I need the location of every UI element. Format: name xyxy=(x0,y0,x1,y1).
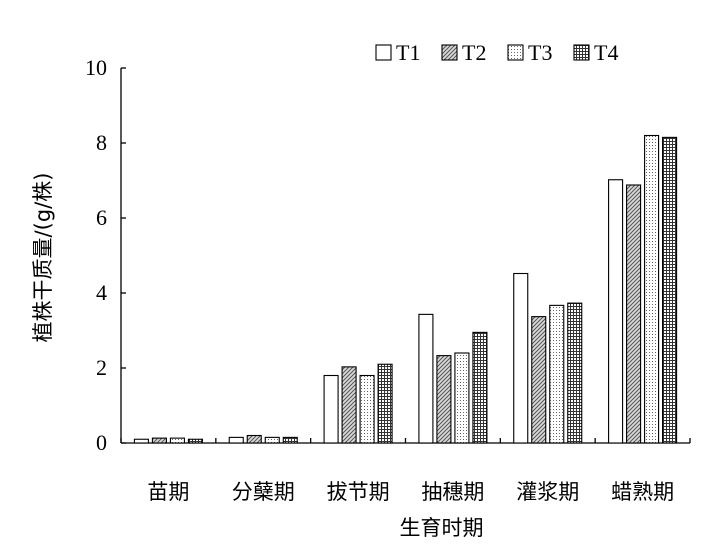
legend-label: T3 xyxy=(528,40,552,65)
bar-t4 xyxy=(377,363,393,444)
x-tick-label: 拔节期 xyxy=(327,480,390,504)
legend-label: T2 xyxy=(462,40,486,65)
bar-t3 xyxy=(549,304,565,444)
bar-t4 xyxy=(662,136,678,444)
bar-t2 xyxy=(626,184,642,444)
bar-t4 xyxy=(472,331,488,444)
legend-swatch xyxy=(573,44,590,61)
x-tick-label: 灌浆期 xyxy=(516,480,579,504)
bar-t3 xyxy=(644,134,660,444)
bar-t3 xyxy=(264,436,280,444)
x-axis-title: 生育时期 xyxy=(400,516,484,540)
y-tick-label: 8 xyxy=(96,130,107,155)
bar-t3 xyxy=(359,374,375,444)
x-tick-label: 抽穗期 xyxy=(421,480,484,504)
bar-t1 xyxy=(323,374,339,444)
bar-t4 xyxy=(187,438,203,444)
bar-t2 xyxy=(246,434,262,444)
bar-t1 xyxy=(608,179,624,444)
bar-t4 xyxy=(282,436,298,444)
y-tick-label: 4 xyxy=(96,280,107,305)
y-tick-label: 6 xyxy=(96,205,107,230)
bars xyxy=(133,134,678,444)
bar-t4 xyxy=(567,302,583,444)
bar-t2 xyxy=(151,437,167,444)
bar-t1 xyxy=(228,436,244,444)
bar-t1 xyxy=(133,438,149,444)
y-axis-title: 植株干质量/(g/株) xyxy=(31,173,55,343)
y-tick-label: 10 xyxy=(85,55,107,80)
bar-t3 xyxy=(169,437,185,444)
bar-t2 xyxy=(531,316,547,444)
bar-t1 xyxy=(513,272,529,444)
x-tick-label: 分蘖期 xyxy=(232,480,295,504)
legend-label: T1 xyxy=(396,40,420,65)
bar-t2 xyxy=(436,355,452,444)
legend-label: T4 xyxy=(594,40,618,65)
bar-t2 xyxy=(341,366,357,444)
y-tick-label: 2 xyxy=(96,355,107,380)
bar-t1 xyxy=(418,313,434,444)
x-tick-label: 苗期 xyxy=(147,480,189,504)
labels: 0 2 4 6 8 10 苗期 分蘖期 拔节期 抽穗期 灌浆期 蜡熟期 植株干质量/(g/株) 生育时期 xyxy=(31,55,674,540)
axes xyxy=(120,67,691,444)
legend-swatch xyxy=(375,44,392,61)
x-tick-label: 蜡熟期 xyxy=(611,480,674,504)
legend: T1 T2 T3 T4 xyxy=(375,40,618,65)
y-tick-label: 0 xyxy=(96,430,107,455)
legend-swatch xyxy=(441,44,458,61)
bar-t3 xyxy=(454,352,470,444)
legend-swatch xyxy=(507,44,524,61)
